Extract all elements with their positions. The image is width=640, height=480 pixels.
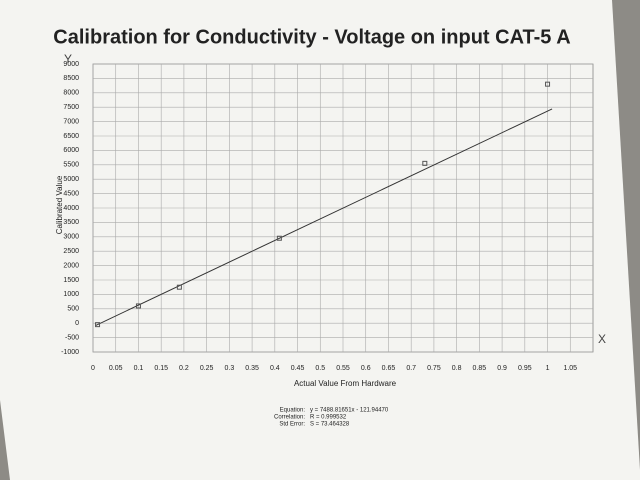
x-tick-label: 0.2 [179,365,189,372]
x-tick-label: 0.25 [200,365,214,372]
y-tick-label: 2000 [63,262,79,269]
x-tick-label: 0.4 [270,365,280,372]
annotation: Y [64,52,72,66]
x-tick-label: 0.3 [224,365,234,372]
stat-label: Std Error: [279,422,305,428]
fit-line [95,108,553,327]
y-tick-label: 8500 [63,75,79,82]
y-tick-label: 1500 [63,277,79,284]
x-tick-label: 0.1 [134,365,144,372]
y-tick-label: 0 [75,320,79,327]
y-tick-label: 500 [67,306,79,313]
x-tick-label: 1 [546,365,550,372]
x-tick-label: 0.65 [382,365,396,372]
x-axis-label: Actual Value From Hardware [294,379,397,388]
stat-label: Equation: [280,408,306,414]
chart-title: Calibration for Conductivity - Voltage o… [53,26,570,48]
stat-label: Correlation: [274,415,305,421]
y-tick-label: 1000 [63,291,79,298]
data-point [135,303,141,309]
x-tick-label: 0.8 [452,365,462,372]
y-tick-label: 6500 [63,133,79,140]
y-tick-label: 8000 [63,90,79,97]
y-tick-label: 5000 [63,176,79,183]
x-tick-label: 0.95 [518,365,532,372]
stat-value: y = 7488.81651x - 121.94470 [310,408,389,414]
y-tick-label: -500 [65,334,79,341]
y-tick-label: 9000 [63,61,79,68]
y-tick-label: -1000 [61,349,79,356]
x-tick-label: 0.35 [245,365,259,372]
y-tick-label: 7500 [63,104,79,111]
x-tick-label: 0.15 [154,365,168,372]
x-tick-label: 0.45 [291,365,305,372]
y-tick-label: 4000 [63,205,79,212]
annotation: X [598,332,606,346]
x-tick-label: 0.5 [315,365,325,372]
stat-value: S = 73.464328 [310,422,350,428]
x-tick-label: 0.7 [406,365,416,372]
x-tick-label: 0.85 [473,365,487,372]
data-point [95,322,101,328]
y-tick-label: 4500 [63,190,79,197]
x-tick-label: 0 [91,365,95,372]
data-point [422,160,428,166]
data-point [545,81,551,87]
x-tick-label: 0.55 [336,365,350,372]
data-point [276,235,282,241]
y-tick-label: 2500 [63,248,79,255]
y-tick-label: 6000 [63,147,79,154]
x-tick-label: 0.6 [361,365,371,372]
x-tick-label: 0.9 [497,365,507,372]
x-tick-label: 0.05 [109,365,123,372]
stat-value: R = 0.999532 [310,415,347,421]
x-tick-label: 0.75 [427,365,441,372]
y-axis-label: Calibrated Value [55,175,64,234]
y-tick-label: 7000 [63,118,79,125]
y-tick-label: 5500 [63,162,79,169]
data-point [176,284,182,290]
y-tick-label: 3500 [63,219,79,226]
x-tick-label: 1.05 [563,365,577,372]
y-tick-label: 3000 [63,234,79,241]
